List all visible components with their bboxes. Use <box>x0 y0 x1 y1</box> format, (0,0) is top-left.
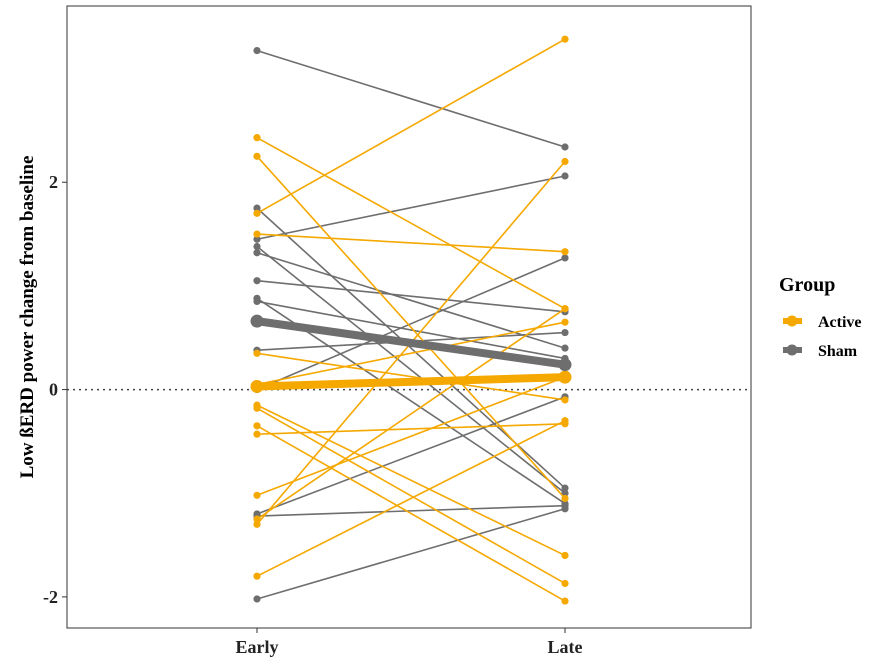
data-point-sham <box>253 46 261 55</box>
data-point-sham <box>561 254 569 262</box>
data-point-active <box>253 430 261 438</box>
y-axis: -2 0 2 <box>43 172 67 607</box>
data-point-sham <box>561 172 569 180</box>
data-point-active <box>253 515 261 523</box>
subject-line-sham <box>256 251 566 349</box>
data-point-active <box>561 318 569 326</box>
x-axis: Early Late <box>236 628 583 657</box>
legend-item-active: Active <box>783 314 862 331</box>
data-point-sham <box>561 344 569 352</box>
subject-line-sham <box>256 297 566 505</box>
subject-line-active <box>256 404 566 557</box>
legend-label: Active <box>818 314 862 331</box>
panel-border <box>66 5 752 629</box>
data-point-active <box>561 157 569 166</box>
data-point-active <box>561 305 569 313</box>
data-point-active <box>561 35 569 43</box>
subject-line-sham <box>256 279 566 313</box>
subject-line-sham <box>256 175 566 241</box>
series-active <box>253 35 569 605</box>
subject-line-active <box>256 308 566 520</box>
data-point-sham <box>561 143 569 151</box>
subject-line-active <box>256 352 566 401</box>
data-point-sham <box>253 235 261 243</box>
subject-line-sham <box>256 396 566 515</box>
data-point-active <box>253 152 261 160</box>
subject-line-active <box>256 419 566 577</box>
y-tick-label: -2 <box>43 587 58 607</box>
data-point-active <box>253 209 261 217</box>
data-point-sham <box>561 505 569 513</box>
data-point-sham <box>561 328 569 337</box>
x-tick-label-early: Early <box>236 637 279 657</box>
subject-line-active <box>256 321 566 386</box>
subject-line-active <box>256 425 566 602</box>
data-point-active <box>561 248 569 256</box>
data-point-active <box>253 572 261 580</box>
data-point-active <box>253 520 261 528</box>
subject-line-active <box>256 136 566 310</box>
mean-line-active <box>256 373 566 391</box>
x-tick-label-late: Late <box>548 637 583 657</box>
data-point-active <box>253 422 261 430</box>
data-point-sham <box>561 489 569 497</box>
legend-swatch-point <box>786 315 798 327</box>
data-point-active <box>561 396 569 404</box>
mean-point-sham <box>558 358 572 372</box>
data-point-sham <box>253 204 261 212</box>
mean-line-sham <box>256 317 566 369</box>
subject-line-sham <box>256 504 566 517</box>
subject-line-active <box>256 422 566 435</box>
data-point-sham <box>253 242 261 251</box>
legend-item-sham: Sham <box>783 343 858 360</box>
subject-line-active <box>256 407 566 585</box>
y-tick-label: 0 <box>49 380 58 400</box>
data-point-sham <box>561 484 569 492</box>
subject-line-active <box>256 233 566 253</box>
subject-line-sham <box>256 300 566 360</box>
subject-line-sham <box>256 508 566 600</box>
mean-point-active <box>558 370 572 384</box>
data-point-sham <box>253 595 261 603</box>
subject-line-active <box>256 376 566 497</box>
subject-lines <box>253 35 569 605</box>
y-axis-title: Low ßERD power change from baseline <box>17 156 38 479</box>
data-point-sham <box>253 277 261 285</box>
y-tick-label: 2 <box>49 172 58 192</box>
subject-line-sham <box>256 245 566 494</box>
mean-point-sham <box>250 314 264 328</box>
data-point-active <box>561 417 569 425</box>
legend-swatch-point <box>786 344 798 356</box>
mean-point-active <box>250 379 264 393</box>
data-point-active <box>561 579 569 588</box>
mean-lines <box>250 314 572 393</box>
data-point-active <box>253 230 261 238</box>
data-point-active <box>561 494 569 503</box>
data-point-active <box>253 491 261 499</box>
data-point-active <box>561 551 569 560</box>
legend-title: Group <box>779 274 835 296</box>
legend-label: Sham <box>818 343 858 360</box>
subject-line-sham <box>256 49 566 148</box>
subject-line-active <box>256 38 566 215</box>
subject-line-active <box>256 155 566 499</box>
data-point-active <box>253 134 261 142</box>
data-point-active <box>253 349 261 357</box>
data-point-active <box>561 597 569 605</box>
legend: Group Active Sham <box>779 274 862 360</box>
data-point-sham <box>253 297 261 306</box>
data-point-active <box>253 404 261 412</box>
data-point-sham <box>253 249 261 257</box>
